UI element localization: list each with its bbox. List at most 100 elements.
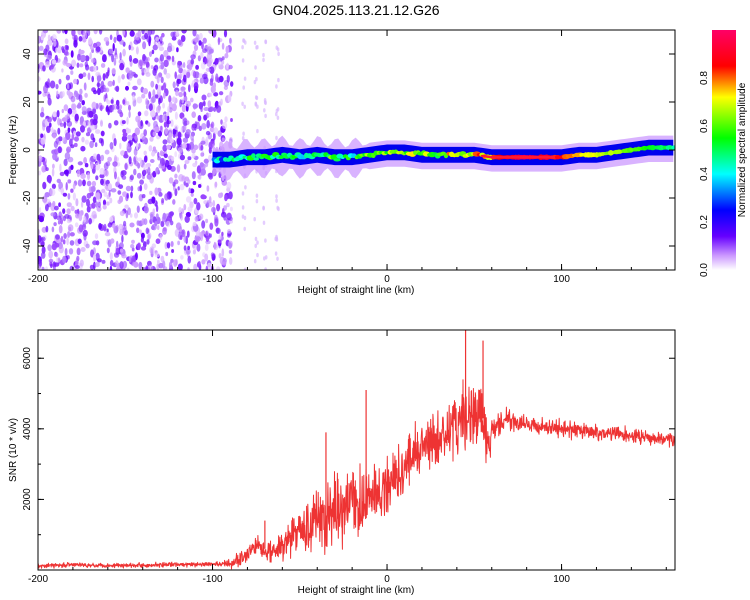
- noise-speck: [214, 218, 219, 227]
- noise-speck: [40, 137, 46, 145]
- noise-speck: [42, 195, 48, 203]
- noise-speck: [179, 154, 185, 161]
- noise-speck: [108, 122, 112, 129]
- noise-speck: [192, 180, 197, 186]
- noise-speck: [137, 162, 141, 169]
- noise-speck: [103, 87, 110, 93]
- noise-speck: [163, 121, 167, 128]
- noise-speck: [122, 128, 127, 134]
- colorbar: 0.0 0.2 0.4 0.6 0.8 Normalized spectral ampl…: [699, 30, 748, 277]
- noise-speck: [41, 106, 44, 114]
- noise-speck: [48, 258, 54, 263]
- noise-speck: [75, 198, 79, 207]
- noise-speck: [70, 70, 74, 75]
- noise-speck: [134, 212, 138, 219]
- noise-speck: [177, 147, 183, 154]
- noise-speck: [78, 213, 83, 222]
- noise-speck: [172, 96, 176, 103]
- noise-speck: [83, 216, 87, 223]
- noise-speck: [167, 106, 170, 113]
- noise-speck: [207, 154, 213, 162]
- noise-speck: [209, 222, 214, 230]
- noise-speck: [157, 151, 160, 158]
- noise-speck: [102, 54, 107, 63]
- colorbar-tick-label: 0.8: [699, 71, 710, 85]
- noise-speck: [156, 75, 160, 84]
- noise-speck: [208, 233, 212, 238]
- noise-speck: [182, 137, 189, 143]
- noise-speck: [61, 108, 64, 114]
- noise-speck: [79, 259, 84, 267]
- noise-speck: [112, 79, 115, 86]
- noise-speck: [277, 51, 280, 57]
- noise-speck: [150, 65, 154, 70]
- noise-speck: [256, 104, 259, 109]
- noise-speck: [61, 30, 65, 34]
- noise-speck: [100, 130, 105, 137]
- noise-speck: [76, 104, 82, 109]
- noise-speck: [230, 118, 233, 122]
- noise-speck: [227, 94, 232, 103]
- noise-speck: [69, 82, 73, 90]
- noise-speck: [43, 84, 48, 94]
- noise-speck: [182, 118, 188, 126]
- noise-speck: [155, 213, 159, 220]
- noise-speck: [117, 199, 122, 205]
- noise-speck: [164, 241, 168, 250]
- noise-speck: [65, 182, 68, 191]
- noise-speck: [173, 124, 179, 131]
- noise-speck: [154, 187, 159, 196]
- noise-speck: [61, 48, 65, 54]
- noise-speck: [133, 168, 137, 176]
- noise-speck: [53, 222, 57, 227]
- noise-speck: [154, 221, 158, 227]
- noise-speck: [66, 218, 71, 224]
- noise-speck: [94, 162, 101, 171]
- noise-speck: [179, 235, 183, 240]
- noise-speck: [162, 227, 167, 235]
- noise-speck: [111, 53, 115, 63]
- noise-speck: [89, 156, 95, 164]
- noise-speck: [181, 175, 186, 182]
- noise-speck: [117, 176, 120, 184]
- noise-speck: [227, 229, 232, 234]
- noise-speck: [229, 37, 232, 44]
- noise-speck: [38, 207, 42, 214]
- noise-speck: [142, 241, 147, 248]
- noise-speck: [128, 44, 131, 51]
- noise-speck: [195, 64, 200, 70]
- noise-speck: [186, 71, 191, 79]
- noise-speck: [194, 121, 198, 128]
- noise-speck: [41, 226, 47, 233]
- noise-speck: [221, 56, 225, 61]
- colorbar-tick-label: 0.4: [699, 167, 710, 181]
- noise-speck: [230, 81, 234, 87]
- noise-speck: [180, 35, 186, 42]
- noise-speck: [56, 110, 60, 118]
- noise-speck: [197, 55, 201, 62]
- noise-speck: [256, 128, 259, 134]
- noise-speck: [256, 240, 259, 245]
- noise-speck: [113, 120, 119, 126]
- noise-speck: [185, 182, 189, 187]
- noise-speck: [205, 67, 211, 72]
- noise-speck: [154, 252, 160, 258]
- noise-speck: [117, 75, 121, 84]
- noise-speck: [170, 119, 174, 127]
- noise-speck: [109, 265, 113, 270]
- noise-speck: [142, 41, 147, 50]
- noise-speck: [161, 32, 165, 38]
- noise-speck: [201, 220, 206, 229]
- noise-speck: [51, 168, 55, 177]
- noise-speck: [129, 213, 133, 218]
- noise-speck: [143, 150, 147, 156]
- noise-speck: [131, 247, 135, 252]
- noise-speck: [38, 215, 45, 222]
- noise-speck: [175, 90, 179, 97]
- noise-speck: [114, 155, 117, 163]
- noise-speck: [85, 243, 90, 249]
- noise-speck: [100, 154, 105, 162]
- ridge-blob: [333, 158, 341, 162]
- noise-speck: [121, 253, 127, 259]
- noise-speck: [78, 36, 83, 42]
